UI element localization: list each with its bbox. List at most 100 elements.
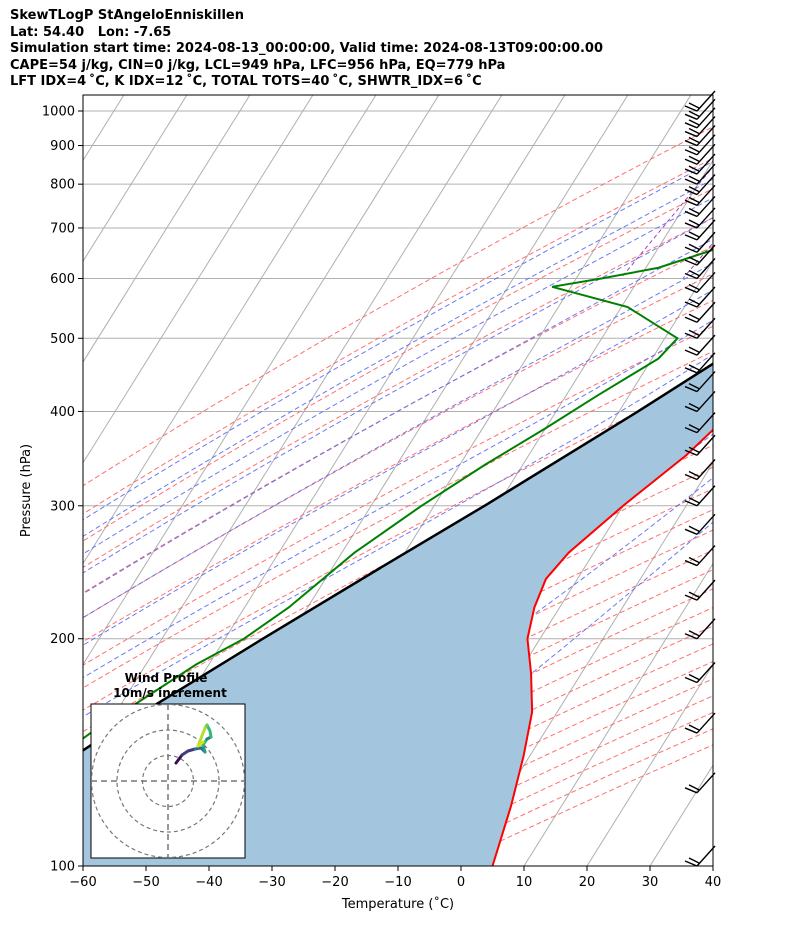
wind-barb <box>684 258 716 280</box>
wind-barb <box>684 545 716 567</box>
moist-adiabat <box>83 238 713 595</box>
barb-shaft <box>696 371 716 393</box>
wind-barb <box>684 98 716 120</box>
barb-flag <box>688 165 700 172</box>
barb-flag <box>688 243 700 250</box>
isotherm <box>712 865 713 866</box>
barb-flag <box>684 286 698 294</box>
wind-barb <box>684 116 716 138</box>
barb-flag <box>688 402 700 410</box>
y-tick-label: 500 <box>50 332 75 347</box>
barb-shaft <box>696 513 716 535</box>
barb-flag <box>684 122 698 129</box>
temperature-line <box>491 428 713 866</box>
barb-flag <box>684 449 698 456</box>
wind-barb <box>684 107 716 129</box>
hodograph-trace <box>196 726 207 748</box>
barb-shaft <box>696 618 716 640</box>
x-tick-label: 10 <box>516 875 533 890</box>
barb-flag <box>688 497 700 504</box>
barb-flag <box>684 405 698 413</box>
wind-barb <box>684 712 716 734</box>
barb-flag <box>688 110 700 117</box>
barb-shaft <box>696 174 716 196</box>
dry-adiabat <box>83 350 713 689</box>
x-tick-label: −10 <box>384 875 411 890</box>
wind-barb <box>684 352 716 374</box>
barb-flag <box>688 256 700 263</box>
wind-barb <box>684 125 716 147</box>
barb-flag <box>684 199 698 206</box>
dry-adiabat <box>83 188 713 542</box>
barb-flag <box>684 727 698 734</box>
dewpoint-line <box>83 248 713 740</box>
barb-flag <box>688 155 700 162</box>
barb-shaft <box>696 125 716 147</box>
barb-shaft <box>696 219 716 241</box>
dry-adiabat <box>83 157 713 515</box>
barb-flag <box>684 332 698 339</box>
dry-adiabat <box>83 126 713 487</box>
barb-flag <box>684 349 698 356</box>
hodograph-trace <box>196 740 205 748</box>
barb-flag <box>684 594 698 601</box>
barb-shaft <box>696 143 716 165</box>
barb-flag <box>684 188 698 196</box>
wind-barb <box>684 163 716 185</box>
barb-flag <box>688 102 700 109</box>
barb-flag <box>684 385 698 393</box>
x-tick-label: −30 <box>258 875 285 890</box>
simulation-times: Simulation start time: 2024-08-13_00:00:… <box>10 41 603 56</box>
barb-shaft <box>696 98 716 120</box>
wind-barb <box>684 434 716 456</box>
barb-shaft <box>696 184 716 206</box>
barb-flag <box>688 591 700 598</box>
barb-flag <box>684 473 698 481</box>
x-tick-label: 30 <box>642 875 659 890</box>
barb-shaft <box>696 153 716 175</box>
barb-flag <box>684 559 698 567</box>
barb-flag <box>688 127 700 135</box>
barb-flag <box>684 633 698 640</box>
x-tick-label: −20 <box>321 875 348 890</box>
barb-shaft <box>696 459 716 480</box>
wind-barb <box>684 772 716 794</box>
stability-indices-2: LFT IDX=4 ˚C, K IDX=12 ˚C, TOTAL TOTS=40… <box>10 74 482 89</box>
isotherm <box>776 95 794 866</box>
axes: −60 −50 −40 −30 −20 −10 0 10 20 30 40 100 200 300 400 5… <box>19 94 721 912</box>
x-tick-label: −40 <box>195 875 222 890</box>
barb-shaft <box>696 412 716 434</box>
barb-flag <box>688 185 700 193</box>
wind-barb <box>684 459 716 481</box>
hodograph-subtitle: 10m/s increment <box>113 686 227 700</box>
barb-shaft <box>696 163 716 185</box>
wind-barb <box>684 286 716 308</box>
barb-flag <box>684 113 698 120</box>
wind-barb <box>684 143 716 165</box>
wind-barb <box>684 195 716 218</box>
y-tick-label: 600 <box>50 272 75 287</box>
barb-flag <box>688 136 700 144</box>
barb-flag <box>684 210 698 218</box>
barb-shaft <box>696 845 716 867</box>
hodograph-title: Wind Profile <box>125 671 208 685</box>
isotherm <box>523 562 713 866</box>
isotherm <box>83 95 251 363</box>
barb-shaft <box>696 545 716 567</box>
barb-flag <box>688 269 700 277</box>
barb-shaft <box>696 485 716 507</box>
isotherm <box>83 95 377 565</box>
barb-flag <box>684 168 698 175</box>
barb-shaft <box>696 301 716 323</box>
barb-flag <box>684 316 698 323</box>
wind-barb <box>684 390 716 413</box>
wind-barb <box>684 231 716 253</box>
barb-flag <box>684 787 698 794</box>
barb-flag <box>684 367 698 374</box>
x-axis-label: Temperature (˚C) <box>341 896 454 912</box>
barb-shaft <box>696 286 716 308</box>
barb-flag <box>688 784 700 791</box>
barb-shaft <box>696 258 716 279</box>
wind-barb <box>684 618 716 640</box>
barb-shaft <box>696 244 716 266</box>
